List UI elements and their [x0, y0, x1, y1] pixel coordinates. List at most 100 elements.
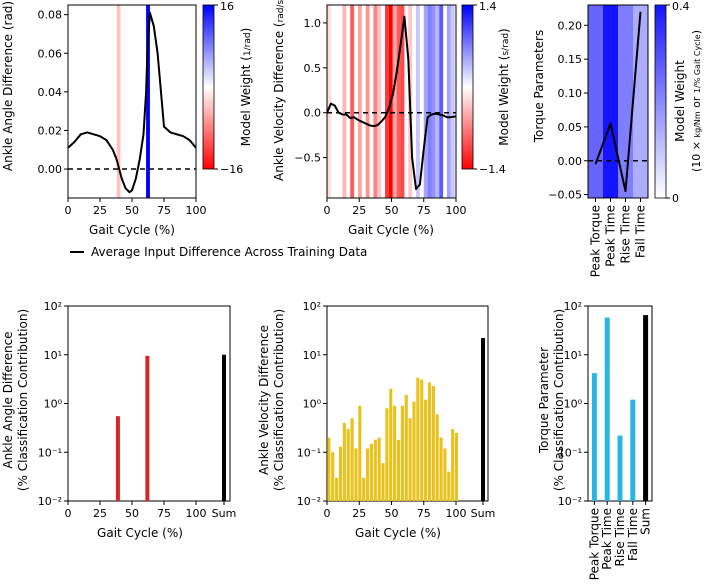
top-velocity-ytick-label: 0.0: [304, 107, 322, 120]
top-torque-ylabel: Torque Parameters: [532, 30, 546, 143]
bottom-velocity-bar: [335, 477, 339, 501]
top-velocity-ytick-label: −0.5: [294, 152, 321, 165]
top-velocity-weight-band: [377, 5, 382, 198]
top-torque-weight-band: [603, 5, 618, 198]
bottom-velocity-bar: [389, 388, 393, 501]
bottom-velocity-bar: [354, 448, 358, 501]
bottom-velocity-bar: [412, 401, 416, 501]
top-velocity-weight-band: [396, 5, 401, 198]
top-velocity-weight-band: [431, 5, 436, 198]
bottom-velocity-bar: [455, 432, 459, 501]
bottom-velocity-bar: [362, 477, 366, 501]
bottom-angle-xlabel: Gait Cycle (%): [97, 526, 183, 540]
top-angle-xtick-label: 0: [65, 204, 72, 217]
top-velocity-cbar-label: Model Weight (s/rad): [497, 28, 511, 146]
bottom-velocity-bar: [342, 422, 346, 501]
top-torque-cbar-min: 0: [672, 192, 679, 205]
bottom-angle-sum-bar: [222, 354, 226, 501]
bottom-angle-ytick-label: 10¹: [44, 349, 62, 362]
panel-bottom-velocity: 0 25 50 75 100 Sum 10⁻² 10⁻¹ 10⁰ 10¹ 10² Ankle Vel…: [257, 300, 495, 540]
top-angle-xtick-label: 100: [186, 204, 207, 217]
bottom-torque-bar: [604, 317, 610, 501]
bottom-velocity-bar: [427, 382, 432, 501]
bottom-velocity-xtick-label: 25: [352, 507, 366, 520]
top-velocity-weight-band: [365, 5, 370, 198]
top-torque-category-label: Fall Time: [634, 205, 648, 258]
bottom-velocity-xtick-label: 100: [446, 507, 467, 520]
bottom-velocity-bar: [424, 399, 428, 501]
top-torque-category-label: Peak Torque: [589, 205, 603, 277]
bottom-velocity-bar: [408, 418, 412, 501]
bottom-velocity-bar: [404, 394, 408, 501]
top-velocity-weight-band: [450, 5, 455, 198]
top-velocity-cbar-min: −1.4: [479, 163, 506, 176]
bottom-angle-xtick-label: 75: [157, 507, 171, 520]
bottom-angle-ylabel-1: Ankle Angle Difference: [1, 331, 15, 468]
top-velocity-ytick-label: 1.0: [304, 17, 322, 30]
top-angle-ytick-label: 0.02: [38, 124, 63, 137]
bottom-torque-ytick-label: 10⁻¹: [558, 446, 582, 459]
bottom-velocity-ytick-label: 10¹: [303, 349, 321, 362]
bottom-torque-ytick-label: 10⁰: [564, 398, 583, 411]
bottom-torque-bar: [617, 435, 623, 501]
top-velocity-weight-band: [342, 5, 347, 198]
top-velocity-ytick-label: 0.5: [304, 62, 322, 75]
top-velocity-weight-band: [385, 5, 389, 198]
bottom-angle-xtick-label: 25: [93, 507, 107, 520]
bottom-torque-ytick-label: 10¹: [564, 349, 582, 362]
bottom-velocity-bar: [350, 418, 354, 501]
panel-top-angle: 0 25 50 75 100 0.00 0.02 0.04 0.06 0.08 Ankle Ang…: [1, 0, 253, 237]
top-velocity-xtick-label: 100: [446, 204, 467, 217]
top-angle-cbar-max: 16: [220, 0, 234, 13]
top-angle-weight-band: [146, 5, 150, 198]
bottom-velocity-bar: [420, 379, 424, 501]
bottom-velocity-ylabel-2: (% Classification Contribution): [272, 309, 286, 491]
bottom-velocity-bar: [443, 448, 447, 501]
top-angle-ytick-label: 0.00: [38, 163, 63, 176]
top-torque-ytick-label: 0.20: [558, 19, 583, 32]
top-velocity-xtick-label: 25: [352, 204, 366, 217]
bottom-torque-ytick-label: 10²: [564, 300, 582, 313]
bottom-velocity-bar: [377, 437, 381, 501]
top-torque-cbar-max: 0.4: [672, 0, 690, 13]
top-angle-ytick-label: 0.06: [38, 47, 63, 60]
top-velocity-ylabel: Ankle Velocity Difference (rad/s): [272, 0, 286, 181]
bottom-velocity-ytick-label: 10²: [303, 300, 321, 313]
bottom-velocity-bar: [416, 377, 420, 501]
top-velocity-weight-band: [400, 5, 405, 198]
bottom-velocity-bar: [447, 471, 451, 501]
top-torque-category-label: Peak Time: [604, 205, 618, 267]
top-angle-xtick-label: 50: [125, 204, 139, 217]
bottom-velocity-sum-label: Sum: [471, 507, 496, 520]
bottom-angle-ylabel-2: (% Classification Contribution): [16, 309, 30, 491]
bottom-torque-ytick-label: 10⁻²: [558, 495, 582, 508]
top-velocity-cbar-max: 1.4: [479, 0, 497, 13]
top-velocity-colorbar: 1.4 −1.4 Model Weight (s/rad): [461, 0, 511, 176]
top-velocity-xtick-label: 0: [324, 204, 331, 217]
bottom-velocity-bar: [338, 446, 343, 501]
bottom-torque-category-label: Peak Time: [600, 508, 614, 570]
top-angle-xtick-label: 75: [157, 204, 171, 217]
top-velocity-weight-band: [423, 5, 428, 198]
bottom-velocity-bar: [396, 439, 401, 501]
bottom-angle-xtick-label: 50: [125, 507, 139, 520]
bottom-velocity-bar: [381, 463, 385, 501]
top-angle-cbar-label: Model Weight (1/rad): [239, 28, 253, 147]
bottom-velocity-bar: [331, 452, 335, 501]
bottom-velocity-xtick-label: 50: [385, 507, 399, 520]
bottom-angle-xtick-label: 100: [186, 507, 207, 520]
bottom-torque-bar: [630, 399, 636, 501]
top-velocity-xtick-label: 50: [385, 204, 399, 217]
bottom-velocity-bar: [369, 443, 373, 501]
bottom-angle-bar: [145, 355, 150, 501]
panel-top-torque: −0.05 0.00 0.05 0.10 0.15 0.20 Peak Torque Peak…: [532, 0, 703, 277]
bottom-velocity-bar: [439, 437, 443, 501]
bottom-velocity-ytick-label: 10⁻¹: [297, 446, 321, 459]
top-angle-xlabel: Gait Cycle (%): [89, 223, 175, 237]
top-angle-series-line: [67, 11, 197, 194]
bottom-torque-ylabel-2: (% Classification Contribution): [552, 309, 566, 491]
top-angle-xtick-label: 25: [93, 204, 107, 217]
bottom-velocity-sum-bar: [481, 338, 485, 501]
